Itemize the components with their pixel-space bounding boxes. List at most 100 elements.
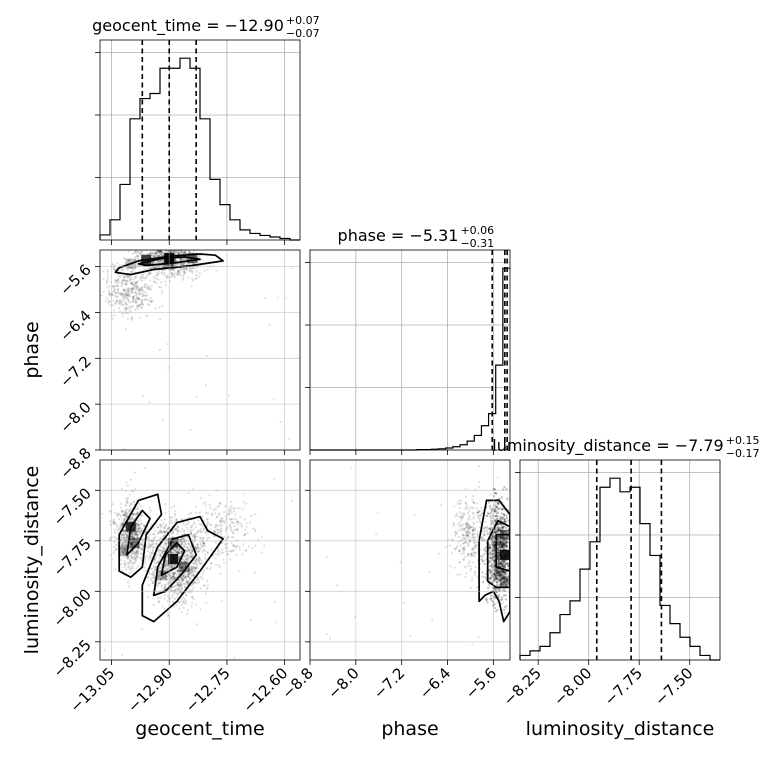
sample-point — [175, 247, 177, 249]
sample-point — [500, 578, 504, 581]
sample-point — [497, 522, 501, 525]
sample-point — [183, 556, 186, 559]
sample-point — [180, 561, 184, 564]
sample-point — [106, 270, 109, 274]
sample-point — [171, 274, 175, 277]
sample-point — [174, 584, 177, 587]
sample-point — [165, 555, 168, 558]
sample-point — [163, 586, 167, 589]
sample-point — [189, 529, 192, 532]
sample-point — [498, 579, 501, 582]
sample-point — [186, 557, 189, 560]
sample-point — [500, 537, 503, 540]
sample-point — [193, 566, 196, 570]
sample-point — [127, 298, 130, 302]
sample-point — [156, 579, 159, 582]
sample-point — [158, 254, 161, 257]
sample-point — [187, 569, 190, 572]
sample-point — [127, 565, 130, 569]
sample-point — [133, 294, 136, 298]
sample-point — [214, 512, 217, 515]
sample-point — [495, 571, 498, 574]
sample-point — [154, 251, 158, 254]
sample-point — [481, 571, 484, 574]
sample-point — [125, 296, 128, 299]
sample-point — [136, 254, 139, 257]
sample-point — [149, 297, 152, 300]
sample-point — [149, 509, 152, 512]
sample-point — [499, 543, 502, 546]
sample-point — [257, 538, 260, 541]
sample-point — [112, 267, 116, 271]
sample-point — [121, 296, 125, 299]
sample-point — [195, 395, 198, 398]
sample-point — [157, 601, 160, 604]
sample-point — [502, 525, 505, 528]
sample-point — [131, 566, 134, 570]
sample-point — [192, 574, 195, 577]
sample-point — [133, 562, 136, 565]
sample-point — [497, 543, 501, 546]
sample-point — [177, 250, 181, 253]
sample-point — [158, 260, 161, 263]
sample-point — [179, 271, 182, 274]
sample-point — [499, 583, 502, 586]
sample-point — [137, 546, 140, 549]
sample-point — [493, 603, 496, 606]
sample-point — [490, 508, 494, 512]
sample-point — [165, 242, 167, 244]
sample-point — [205, 592, 208, 595]
sample-point — [169, 264, 172, 267]
sample-point — [152, 537, 155, 540]
sample-point — [215, 553, 218, 556]
sample-point — [135, 285, 139, 288]
sample-point — [169, 576, 173, 579]
sample-point — [120, 535, 123, 538]
sample-point — [500, 570, 503, 573]
sample-point — [206, 268, 209, 271]
sample-point — [483, 562, 486, 566]
sample-point — [124, 297, 127, 300]
sample-point — [137, 527, 141, 530]
sample-point — [132, 512, 136, 516]
sample-point — [209, 507, 212, 510]
sample-point — [120, 523, 123, 526]
sample-point — [170, 566, 173, 569]
sample-point — [497, 525, 500, 529]
sample-point — [182, 566, 185, 569]
sample-point — [493, 603, 496, 606]
sample-point — [173, 258, 176, 262]
sample-point — [184, 257, 187, 260]
sample-point — [165, 545, 168, 548]
sample-point — [195, 277, 198, 280]
sample-point — [185, 594, 188, 597]
sample-point — [227, 512, 231, 515]
sample-point — [503, 583, 506, 586]
sample-point — [503, 583, 506, 586]
sample-point — [108, 509, 111, 513]
sample-point — [192, 535, 196, 539]
sample-point — [182, 578, 185, 581]
sample-point — [188, 543, 191, 546]
sample-point — [254, 530, 257, 533]
sample-point — [500, 529, 503, 532]
sample-point — [127, 289, 130, 293]
sample-point — [493, 576, 497, 579]
sample-point — [153, 251, 156, 254]
sample-point — [187, 245, 189, 247]
sample-point — [132, 531, 135, 534]
sample-point — [499, 546, 503, 549]
sample-point — [150, 577, 153, 580]
sample-point — [503, 520, 506, 523]
sample-point — [497, 501, 500, 504]
sample-point — [184, 563, 187, 566]
sample-point — [178, 252, 181, 256]
sample-point — [96, 282, 98, 284]
sample-point — [504, 564, 507, 567]
sample-point — [176, 524, 179, 528]
sample-point — [497, 553, 500, 556]
sample-point — [503, 546, 506, 549]
sample-point — [170, 551, 173, 554]
sample-point — [199, 530, 202, 533]
sample-point — [189, 531, 193, 534]
